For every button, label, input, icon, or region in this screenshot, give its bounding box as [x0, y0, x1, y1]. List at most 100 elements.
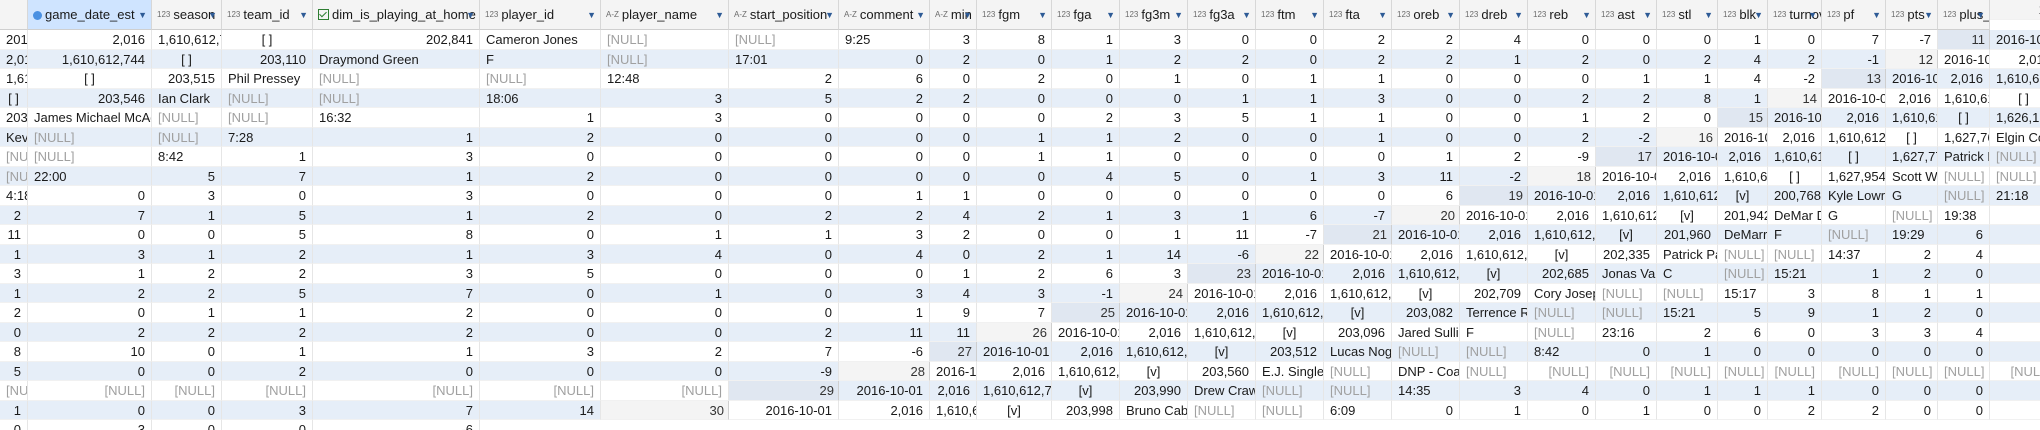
- table-cell-pf[interactable]: 2: [1596, 88, 1657, 108]
- table-cell-stl[interactable]: [NULL]: [28, 381, 152, 401]
- table-cell-pts[interactable]: 0: [222, 420, 313, 430]
- row-number-header[interactable]: [0, 0, 28, 30]
- table-cell-blk[interactable]: 0: [1528, 69, 1596, 89]
- table-cell-season[interactable]: 2,016: [0, 49, 28, 69]
- row-number[interactable]: 30: [601, 400, 729, 420]
- table-cell-start-position[interactable]: [NULL]: [1938, 166, 1990, 186]
- table-cell-player-name[interactable]: James Michael McAdoo: [28, 108, 152, 128]
- table-cell-fga[interactable]: 5: [729, 88, 839, 108]
- table-cell-start-position[interactable]: [NULL]: [0, 147, 28, 167]
- row-number[interactable]: 25: [1052, 303, 1120, 323]
- table-cell-player-name[interactable]: Scott Wood: [1886, 166, 1938, 186]
- table-cell-game-date-est[interactable]: 2016-10-01: [1718, 127, 1768, 147]
- table-cell-turnovers[interactable]: 0: [1324, 147, 1392, 167]
- table-cell-blk[interactable]: 0: [1596, 49, 1657, 69]
- table-cell-fgm[interactable]: 2: [1657, 322, 1718, 342]
- table-cell-season[interactable]: 2,016: [1460, 225, 1528, 245]
- table-cell-ftm[interactable]: 0: [1188, 30, 1256, 50]
- table-cell-dim-is-playing-at-home[interactable]: [v]: [1460, 264, 1528, 284]
- table-cell-stl[interactable]: 1: [601, 283, 729, 303]
- table-cell-fgm[interactable]: 1: [1822, 264, 1886, 284]
- table-cell-dreb[interactable]: 2: [1822, 400, 1886, 420]
- column-header-dim-is-playing-at-home[interactable]: dim_is_playing_at_home ▼: [313, 0, 480, 30]
- row-number[interactable]: 20: [1392, 205, 1460, 225]
- table-cell-dim-is-playing-at-home[interactable]: [ ]: [1938, 108, 1990, 128]
- table-cell-fta[interactable]: [NULL]: [1822, 361, 1886, 381]
- table-cell-fga[interactable]: 7: [222, 166, 313, 186]
- table-cell-blk[interactable]: 0: [601, 303, 729, 323]
- column-header-player-name[interactable]: A-Z player_name ▼: [601, 0, 729, 30]
- column-header-reb[interactable]: 123 reb ▼: [1528, 0, 1596, 30]
- table-cell-fta[interactable]: 2: [28, 283, 152, 303]
- table-cell-season[interactable]: 2,016: [1938, 69, 1990, 89]
- row-number[interactable]: 14: [1768, 88, 1822, 108]
- table-cell-fg3m[interactable]: 0: [1938, 264, 1990, 284]
- table-cell-stl[interactable]: 0: [1596, 30, 1657, 50]
- table-cell-player-id[interactable]: 203,998: [1052, 400, 1120, 420]
- table-cell-game-date-est[interactable]: 2016-10-01: [1052, 322, 1120, 342]
- table-cell-stl[interactable]: 2: [313, 322, 480, 342]
- table-cell-blk[interactable]: 0: [28, 400, 152, 420]
- table-cell-plus-minus[interactable]: -9: [1528, 147, 1596, 167]
- sort-filter-icon[interactable]: ▼: [138, 10, 147, 20]
- table-cell-fg3a[interactable]: 5: [222, 205, 313, 225]
- column-header-fgm[interactable]: 123 fgm ▼: [977, 0, 1052, 30]
- row-number[interactable]: 13: [1822, 69, 1886, 89]
- table-cell-comment[interactable]: [NULL]: [1938, 186, 1990, 206]
- table-cell-team-id[interactable]: 1,610,612,761: [1657, 186, 1718, 206]
- table-cell-dim-is-playing-at-home[interactable]: [v]: [1256, 322, 1324, 342]
- table-cell-fga[interactable]: 3: [601, 108, 729, 128]
- table-cell-ftm[interactable]: 0: [1657, 400, 1718, 420]
- table-cell-pf[interactable]: 1: [1188, 205, 1256, 225]
- table-cell-player-id[interactable]: 203,990: [1120, 381, 1188, 401]
- table-cell-team-id[interactable]: 1,610,612,744: [1822, 127, 1886, 147]
- table-cell-pf[interactable]: 4: [1718, 49, 1768, 69]
- table-cell-dreb[interactable]: 1: [1256, 69, 1324, 89]
- table-cell-fta[interactable]: 0: [1990, 303, 2040, 323]
- sort-filter-icon[interactable]: ▼: [715, 10, 724, 20]
- table-cell-fg3a[interactable]: 0: [839, 108, 930, 128]
- table-cell-start-position[interactable]: [NULL]: [28, 127, 152, 147]
- table-cell-comment[interactable]: [NULL]: [1822, 225, 1886, 245]
- column-header-fg3a[interactable]: 123 fg3a ▼: [1188, 0, 1256, 30]
- table-cell-player-name[interactable]: Ian Clark: [152, 88, 222, 108]
- table-cell-turnovers[interactable]: 1: [1718, 30, 1768, 50]
- table-cell-fta[interactable]: 0: [930, 127, 977, 147]
- table-cell-comment[interactable]: [NULL]: [152, 127, 222, 147]
- table-cell-fta[interactable]: 0: [729, 166, 839, 186]
- table-cell-fg3m[interactable]: 0: [1718, 342, 1768, 362]
- table-cell-fta[interactable]: 0: [977, 108, 1052, 128]
- table-cell-oreb[interactable]: 0: [480, 225, 601, 245]
- table-cell-player-name[interactable]: Lucas Nogueira: [1324, 342, 1392, 362]
- table-cell-fg3m[interactable]: 0: [930, 69, 977, 89]
- table-cell-ast[interactable]: 3: [1324, 88, 1392, 108]
- table-cell-pts[interactable]: 2: [1768, 49, 1822, 69]
- table-cell-pf[interactable]: 1: [1052, 244, 1120, 264]
- table-cell-pts[interactable]: 11: [1392, 166, 1460, 186]
- column-header-fga[interactable]: 123 fga ▼: [1052, 0, 1120, 30]
- table-cell-dreb[interactable]: 3: [313, 264, 480, 284]
- table-cell-ast[interactable]: 0: [1392, 69, 1460, 89]
- table-cell-comment[interactable]: [NULL]: [480, 69, 601, 89]
- table-cell-blk[interactable]: 1: [313, 342, 480, 362]
- table-cell-fgm[interactable]: 3: [1990, 206, 2040, 225]
- table-cell-min[interactable]: [NULL]: [1460, 361, 1528, 381]
- table-cell-ast[interactable]: 0: [729, 244, 839, 264]
- table-cell-oreb[interactable]: 0: [1256, 49, 1324, 69]
- table-cell-stl[interactable]: 0: [1460, 69, 1528, 89]
- column-header-stl[interactable]: 123 stl ▼: [1657, 0, 1718, 30]
- table-cell-fgm[interactable]: 1: [222, 147, 313, 167]
- table-cell-reb[interactable]: 5: [1188, 108, 1256, 128]
- table-cell-season[interactable]: 2,016: [1657, 166, 1718, 186]
- table-cell-ftm[interactable]: 0: [1822, 342, 1886, 362]
- table-cell-turnovers[interactable]: 0: [1188, 186, 1256, 206]
- table-cell-team-id[interactable]: 1,610,612,761: [1120, 342, 1188, 362]
- table-cell-ftm[interactable]: 0: [480, 186, 601, 206]
- table-cell-start-position[interactable]: [NULL]: [1990, 147, 2040, 167]
- table-cell-fga[interactable]: 8: [977, 30, 1052, 50]
- table-cell-turnovers[interactable]: 3: [28, 420, 152, 430]
- table-cell-pf[interactable]: 1: [1657, 69, 1718, 89]
- table-cell-fta[interactable]: 0: [1256, 30, 1324, 50]
- row-number[interactable]: 29: [729, 381, 839, 401]
- sort-filter-icon[interactable]: ▼: [1808, 10, 1817, 20]
